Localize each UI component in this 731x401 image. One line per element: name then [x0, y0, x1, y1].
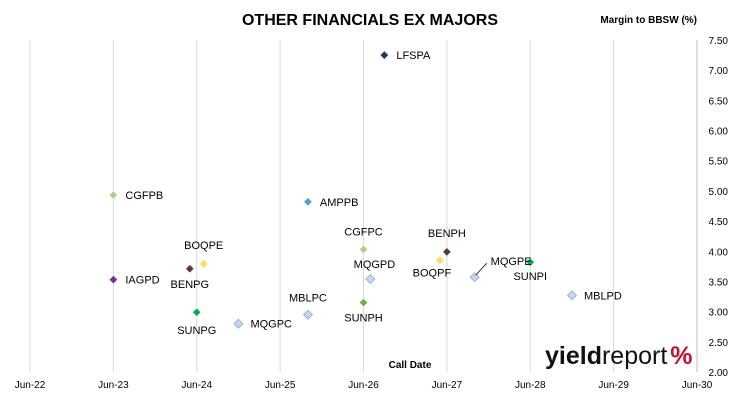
data-point-boqpe: [199, 259, 208, 268]
x-tick-label: Jun-24: [181, 380, 212, 391]
data-point-amppb: [303, 197, 312, 206]
data-point-mqgpd: [365, 273, 376, 285]
data-point-sunpg: [192, 308, 201, 317]
y-tick-label: 5.00: [709, 187, 729, 198]
point-label-mblpc: MBLPC: [289, 293, 327, 305]
y-tick-label: 6.50: [709, 96, 729, 107]
x-tick-labels: Jun-22 Jun-23 Jun-24 Jun-25 Jun-26 Jun-27 Jun-…: [15, 380, 713, 391]
point-label-mqgpc: MQGPC: [250, 319, 292, 331]
point-label-lfspa: LFSPA: [396, 50, 431, 62]
data-point-mblpc: [302, 309, 313, 320]
point-label-amppb: AMPPB: [320, 197, 359, 209]
point-label-mqgpe: MQGPE: [491, 256, 532, 268]
yieldreport-logo: yieldreport%: [545, 342, 693, 370]
x-tick-label: Jun-30: [682, 380, 713, 391]
point-label-sunpg: SUNPG: [177, 325, 216, 337]
x-tick-label: Jun-26: [348, 380, 379, 391]
data-point-sunph: [359, 298, 368, 307]
y-axis-label: Margin to BBSW (%): [600, 15, 697, 26]
x-tick-label: Jun-29: [598, 380, 629, 391]
point-label-boqpf: BOQPF: [413, 267, 452, 279]
point-label-benpg: BENPG: [171, 279, 210, 291]
y-tick-label: 2.00: [709, 368, 729, 379]
data-point-mblpd: [566, 290, 578, 301]
x-tick-label: Jun-27: [432, 380, 463, 391]
svg-text:yieldreport%: yieldreport%: [545, 342, 693, 370]
point-labels: LFSPA CGFPB AMPPB CGFPC BENPH MQGPE BOQPF SUNPI…: [125, 50, 622, 337]
x-axis-label: Call Date: [389, 360, 432, 371]
leader-line-mqgpe: [475, 262, 487, 276]
logo-percent-icon: %: [670, 342, 692, 370]
y-tick-label: 5.50: [709, 157, 729, 168]
point-label-mqgpd: MQGPD: [354, 259, 396, 271]
y-tick-label: 3.50: [709, 277, 729, 288]
y-tick-label: 7.50: [709, 36, 729, 47]
data-point-sunpi: [526, 258, 535, 267]
y-tick-label: 4.50: [709, 217, 729, 228]
data-point-boqpf: [435, 256, 444, 265]
y-tick-label: 3.00: [709, 308, 729, 319]
point-label-sunph: SUNPH: [344, 313, 383, 325]
x-tick-label: Jun-25: [265, 380, 296, 391]
point-label-mblpd: MBLPD: [584, 290, 622, 302]
chart-title: OTHER FINANCIALS EX MAJORS: [242, 12, 498, 29]
y-tick-label: 2.50: [709, 338, 729, 349]
x-tick-label: Jun-23: [98, 380, 129, 391]
data-point-iagpd: [109, 275, 118, 284]
y-tick-label: 6.00: [709, 127, 729, 138]
point-label-sunpi: SUNPI: [513, 271, 547, 283]
y-tick-label: 4.00: [709, 247, 729, 258]
data-point-benpg: [185, 264, 194, 273]
x-tick-label: Jun-22: [15, 380, 46, 391]
logo-text-yield: yield: [545, 342, 602, 370]
y-tick-label: 7.00: [709, 66, 729, 77]
point-label-iagpd: IAGPD: [125, 275, 159, 287]
point-label-cgfpb: CGFPB: [125, 190, 163, 202]
logo-text-report: report: [602, 342, 667, 370]
data-point-benph: [442, 247, 451, 256]
data-point-lfspa: [380, 51, 389, 60]
data-point-mqgpc: [233, 318, 244, 329]
point-label-benph: BENPH: [428, 228, 466, 240]
point-label-boqpe: BOQPE: [184, 240, 223, 252]
data-points: [109, 51, 578, 329]
point-label-cgfpc: CGFPC: [344, 226, 383, 238]
data-point-mqgpe: [469, 272, 480, 283]
x-tick-label: Jun-28: [515, 380, 546, 391]
data-point-cgfpc: [359, 245, 368, 254]
data-point-cgfpb: [109, 191, 118, 200]
y-tick-labels: 2.00 2.50 3.00 3.50 4.00 4.50 5.00 5.50 6.00 6.50…: [709, 36, 729, 379]
